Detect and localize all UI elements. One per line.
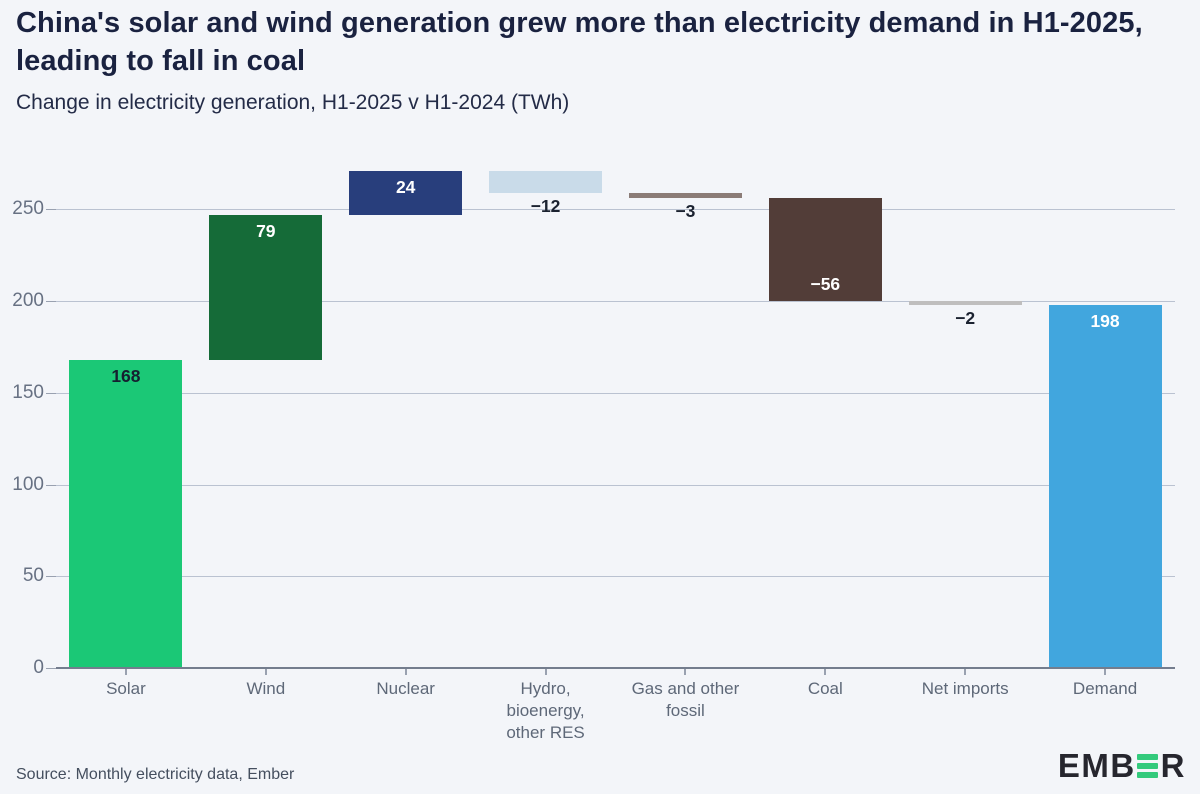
value-label-nuclear: 24 bbox=[395, 176, 416, 197]
x-axis-label-gas-and-other-fossil: Gas and other fossil bbox=[631, 679, 740, 720]
bar-demand[interactable] bbox=[1048, 304, 1162, 668]
bar-coal[interactable] bbox=[768, 198, 882, 301]
ember-logo: EMB R bbox=[1057, 747, 1186, 784]
gridline-250 bbox=[56, 209, 1175, 211]
x-axis-label-solar: Solar bbox=[106, 679, 146, 698]
x-axis-tick bbox=[824, 669, 827, 675]
bar-nuclear[interactable] bbox=[349, 170, 463, 215]
value-label-hydro-bioenergy-other-res: −12 bbox=[530, 195, 561, 216]
x-axis-tick bbox=[684, 669, 687, 675]
value-label-gas-and-other-fossil: −3 bbox=[675, 201, 696, 222]
y-axis-tick bbox=[46, 668, 56, 669]
x-axis-line bbox=[56, 667, 1175, 669]
y-axis-label: 150 bbox=[12, 381, 44, 403]
x-axis-tick bbox=[264, 669, 267, 675]
bar-net-imports[interactable] bbox=[908, 301, 1022, 305]
value-label-demand: 198 bbox=[1090, 310, 1120, 331]
x-axis-tick bbox=[544, 669, 547, 675]
bar-hydro-bioenergy-other-res[interactable] bbox=[489, 170, 603, 193]
x-axis-label-demand: Demand bbox=[1072, 679, 1138, 698]
logo-text-r: R bbox=[1160, 747, 1186, 784]
value-label-solar: 168 bbox=[111, 365, 141, 386]
y-axis-tick bbox=[46, 209, 56, 211]
source-note: Source: Monthly electricity data, Ember bbox=[16, 766, 295, 783]
x-axis-tick bbox=[964, 669, 967, 675]
gridline-100 bbox=[56, 484, 1175, 486]
ember-bars-icon bbox=[1136, 753, 1158, 779]
bar-solar[interactable] bbox=[69, 359, 183, 668]
y-axis-label: 100 bbox=[12, 473, 44, 495]
y-axis-label: 250 bbox=[12, 198, 44, 220]
y-axis-tick bbox=[46, 484, 56, 486]
x-axis-tick bbox=[1104, 669, 1107, 675]
x-axis-tick bbox=[124, 669, 127, 675]
chart-subtitle: Change in electricity generation, H1-202… bbox=[16, 91, 570, 114]
logo-text-emb: EMB bbox=[1057, 747, 1136, 784]
value-label-coal: −56 bbox=[810, 274, 841, 294]
x-axis-label-wind: Wind bbox=[246, 679, 286, 698]
gridline-50 bbox=[56, 576, 1175, 578]
bar-wind[interactable] bbox=[209, 214, 323, 360]
y-axis-label: 200 bbox=[12, 290, 44, 311]
chart-title: China's solar and wind generation grew m… bbox=[16, 7, 1143, 78]
y-axis-label: 50 bbox=[22, 565, 44, 587]
value-label-wind: 79 bbox=[256, 220, 276, 241]
y-axis-tick bbox=[46, 392, 56, 394]
y-axis-label: 0 bbox=[33, 657, 44, 678]
x-axis-label-net-imports: Net imports bbox=[921, 679, 1009, 698]
value-label-net-imports: −2 bbox=[955, 307, 976, 328]
gridline-150 bbox=[56, 392, 1175, 394]
x-axis-label-coal: Coal bbox=[807, 679, 843, 698]
x-axis-label-nuclear: Nuclear bbox=[376, 679, 435, 698]
x-axis-tick bbox=[404, 669, 407, 675]
y-axis-tick bbox=[46, 301, 56, 302]
x-axis-label-hydro-bioenergy-other-res: Hydro, bioenergy, other RES bbox=[506, 679, 585, 742]
y-axis-tick bbox=[46, 576, 56, 578]
bar-gas-and-other-fossil[interactable] bbox=[628, 192, 742, 199]
gridline-200 bbox=[56, 301, 1175, 302]
